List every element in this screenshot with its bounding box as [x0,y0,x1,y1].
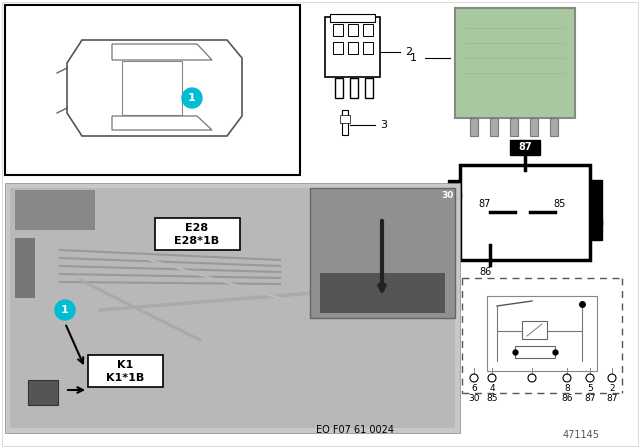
Text: EO F07 61 0024: EO F07 61 0024 [316,425,394,435]
Text: 2: 2 [609,383,615,392]
Bar [122,61,182,115]
Bar [330,14,375,22]
Bar [380,190,455,270]
Text: 85: 85 [554,199,566,209]
Text: 30: 30 [442,190,454,199]
Circle shape [182,88,202,108]
Bar [448,220,460,240]
Bar [15,190,95,230]
Bar [515,346,555,358]
Bar [320,273,445,313]
Bar [487,296,597,371]
Bar [5,183,460,433]
Bar [530,118,538,136]
Bar [333,24,343,36]
Text: 1: 1 [410,53,417,63]
Text: K1*1B: K1*1B [106,373,144,383]
Bar [590,220,602,240]
Text: 87: 87 [518,142,532,152]
Text: 85: 85 [486,393,498,402]
Bar [363,24,373,36]
Bar [155,218,240,250]
Bar [590,180,602,200]
Text: E28: E28 [186,223,209,233]
Bar [340,115,350,123]
Bar [310,188,455,318]
Text: 2: 2 [405,47,412,57]
Bar [460,165,590,260]
Text: 1: 1 [188,93,196,103]
Text: 3: 3 [380,120,387,130]
Bar [88,355,163,387]
Bar [470,118,478,136]
Text: 471145: 471145 [563,430,600,440]
Bar [333,42,343,54]
Bar [510,140,540,155]
Text: E28*1B: E28*1B [175,236,220,246]
Bar [342,110,348,135]
Bar [490,118,498,136]
Bar [28,380,58,405]
Text: 87: 87 [606,393,618,402]
Text: K1: K1 [117,360,133,370]
Text: 87: 87 [479,199,491,209]
Bar [5,5,300,175]
Bar [455,8,575,118]
Bar [550,118,558,136]
Bar [348,24,358,36]
Bar [325,17,380,77]
Bar [348,42,358,54]
Text: 5: 5 [587,383,593,392]
Text: 86: 86 [479,267,491,277]
Bar [590,200,602,225]
Bar [335,78,343,98]
Bar [15,238,35,298]
Text: 30: 30 [468,393,480,402]
Bar [448,180,460,200]
Text: 8: 8 [564,383,570,392]
Bar [363,42,373,54]
Text: 4: 4 [489,383,495,392]
Text: 6: 6 [471,383,477,392]
Bar [510,118,518,136]
Bar [365,78,373,98]
Text: 86: 86 [561,393,573,402]
Text: 1: 1 [61,305,69,315]
Text: 87: 87 [584,393,596,402]
Bar [10,188,455,428]
Bar [442,187,455,203]
Bar [522,321,547,339]
Bar [350,78,358,98]
Circle shape [55,300,75,320]
